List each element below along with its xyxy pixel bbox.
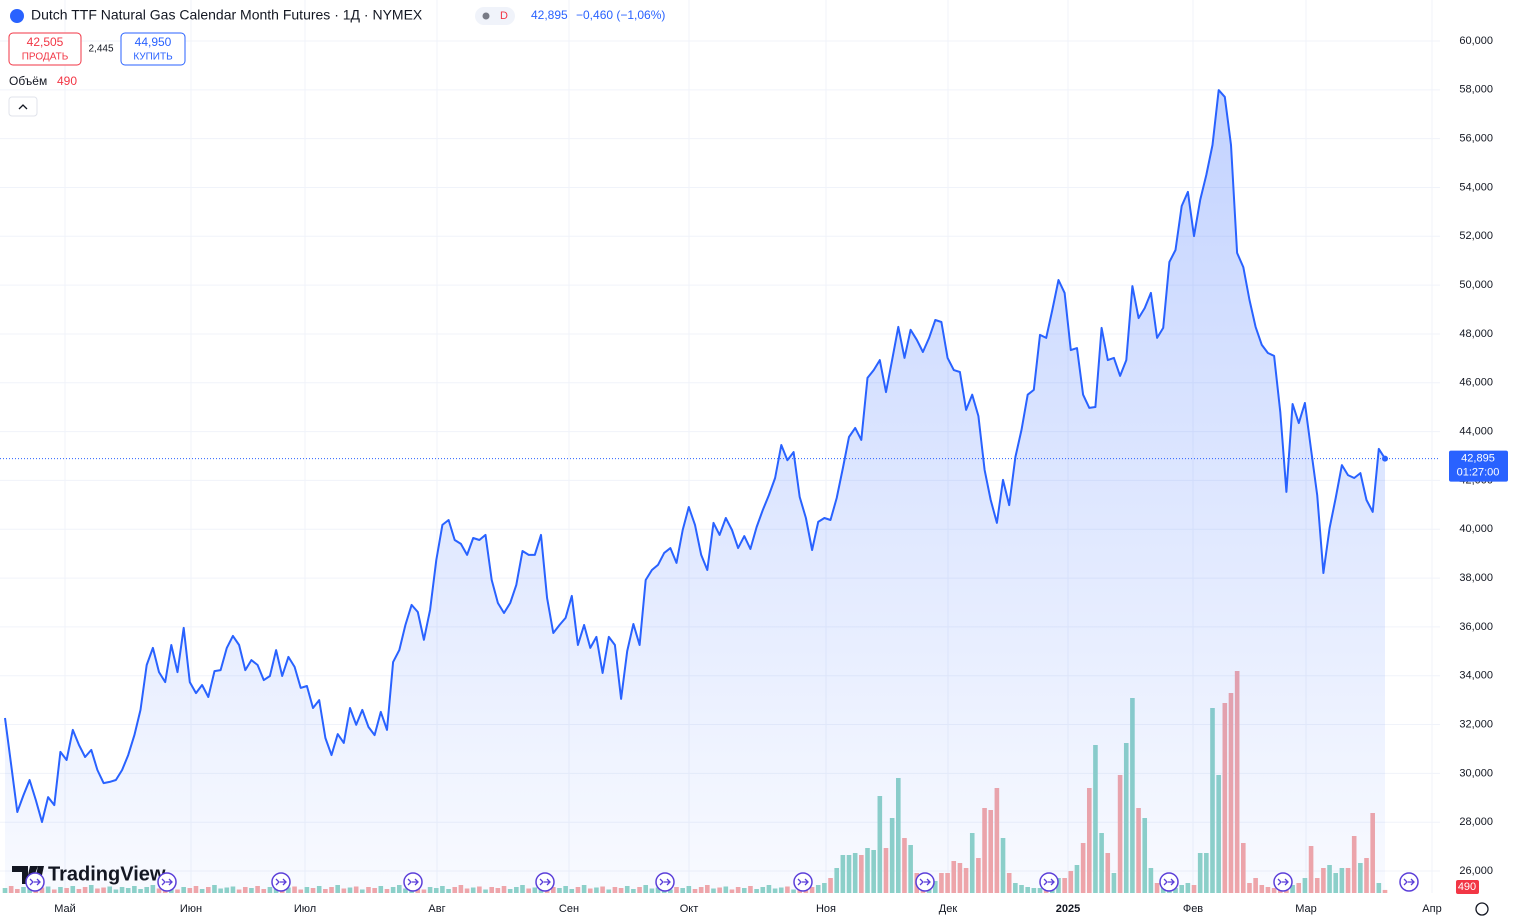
y-tick-label: 26,000 <box>1459 865 1493 877</box>
volume-legend: Объём <box>9 74 47 88</box>
collapse-icon <box>18 104 28 110</box>
y-tick-label: 50,000 <box>1459 279 1493 291</box>
y-tick-label: 56,000 <box>1459 133 1493 145</box>
sell-button[interactable] <box>8 32 82 66</box>
countdown: 01:27:00 <box>1457 466 1500 478</box>
buy-price: 44,950 <box>135 35 172 49</box>
x-tick-label: Июл <box>294 903 316 915</box>
last-price-box <box>1449 450 1508 482</box>
event-arrow <box>275 878 287 886</box>
y-tick-label: 28,000 <box>1459 816 1493 828</box>
x-tick-label: Окт <box>680 903 699 915</box>
x-tick-label: Дек <box>939 903 958 915</box>
x-tick-label: Мар <box>1295 903 1317 915</box>
settings-icon[interactable] <box>1475 902 1489 916</box>
event-arrow <box>1277 878 1289 886</box>
y-tick-label: 52,000 <box>1459 230 1493 242</box>
y-tick-label: 54,000 <box>1459 181 1493 193</box>
badge: D <box>500 10 508 22</box>
y-tick-label: 46,000 <box>1459 377 1493 389</box>
x-tick-label: Фев <box>1183 903 1203 915</box>
buy-label: КУПИТЬ <box>133 52 173 63</box>
last-price: 42,895 <box>531 8 568 22</box>
y-tick-label: 36,000 <box>1459 621 1493 633</box>
area <box>5 90 1385 894</box>
y-tick-label: 32,000 <box>1459 718 1493 730</box>
x-tick-label: Апр <box>1422 903 1441 915</box>
x-tick-label: 2025 <box>1056 903 1080 915</box>
spread: 2,445 <box>88 44 113 55</box>
y-tick-label: 30,000 <box>1459 767 1493 779</box>
event-arrow <box>1163 878 1175 886</box>
y-tick-label: 44,000 <box>1459 426 1493 438</box>
symbol-icon <box>10 9 24 23</box>
event-arrow <box>161 878 173 886</box>
sell-label: ПРОДАТЬ <box>22 52 69 63</box>
event-arrow <box>407 878 419 886</box>
y-tick-label: 58,000 <box>1459 84 1493 96</box>
x-tick-label: Сен <box>559 903 579 915</box>
volume-axis-label: 490 <box>1458 881 1476 893</box>
price-line <box>4 89 1386 823</box>
y-tick-label: 40,000 <box>1459 523 1493 535</box>
symbol-title: Dutch TTF Natural Gas Calendar Month Fut… <box>31 7 423 23</box>
y-tick-label: 34,000 <box>1459 670 1493 682</box>
y-tick-label: 38,000 <box>1459 572 1493 584</box>
y-tick-label: 48,000 <box>1459 328 1493 340</box>
buy-button[interactable] <box>120 32 186 66</box>
x-tick-label: Авг <box>428 903 445 915</box>
event-arrow <box>539 878 551 886</box>
event-arrow <box>29 878 41 886</box>
volume-axis-box <box>1456 880 1479 894</box>
y-tick-label: 60,000 <box>1459 35 1493 47</box>
event-arrow <box>919 878 931 886</box>
x-tick-label: Май <box>54 903 76 915</box>
event-arrow <box>797 878 809 886</box>
change: −0,460 (−1,06%) <box>576 8 665 22</box>
event-arrow <box>1043 878 1055 886</box>
x-tick-label: Июн <box>180 903 202 915</box>
collapse-button[interactable] <box>8 96 38 117</box>
watermark: TradingView <box>48 863 166 885</box>
last-price-label: 42,895 <box>1461 452 1495 464</box>
badge-bg <box>475 7 515 25</box>
x-tick-label: Ноя <box>816 903 836 915</box>
volume-value: 490 <box>57 74 77 88</box>
event-arrow <box>1403 878 1415 886</box>
last-point <box>1382 455 1388 462</box>
badge-dot <box>482 12 490 20</box>
event-arrow <box>659 878 671 886</box>
sell-price: 42,505 <box>27 35 64 49</box>
